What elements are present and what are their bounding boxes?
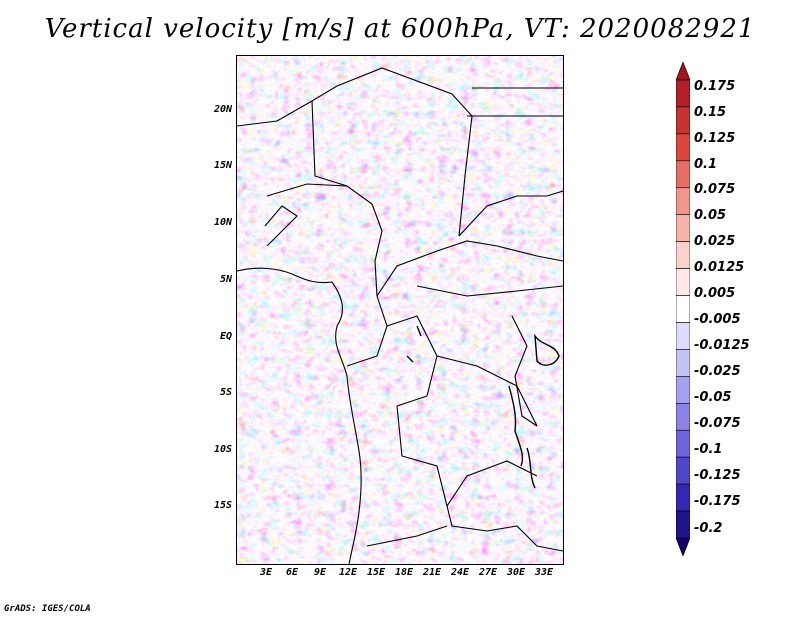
colorbar-segment xyxy=(676,62,690,81)
colorbar-segment xyxy=(676,160,690,189)
lakes xyxy=(406,325,560,489)
colorbar-label: 0.005 xyxy=(694,286,736,301)
lon-label-6e: 6E xyxy=(285,567,299,578)
colorbar-label: -0.125 xyxy=(694,468,741,483)
lon-label-33e: 33E xyxy=(534,567,554,578)
colorbar-label: -0.1 xyxy=(694,442,723,457)
colorbar-segment xyxy=(676,510,690,539)
colorbar-segment xyxy=(676,79,690,108)
lat-label-5s: 5S xyxy=(219,387,232,398)
lon-label-30e: 30E xyxy=(506,567,526,578)
colorbar-segment xyxy=(676,402,690,431)
colorbar-segment xyxy=(676,483,690,512)
colorbar-segment xyxy=(676,295,690,323)
lat-label-5n: 5N xyxy=(219,274,232,285)
colorbar-segment xyxy=(676,376,690,404)
colorbar-label: 0.075 xyxy=(694,182,736,197)
colorbar-label: 0.05 xyxy=(694,208,727,223)
lon-label-21e: 21E xyxy=(422,567,442,578)
lat-label-15s: 15S xyxy=(213,500,232,511)
lon-label-12e: 12E xyxy=(338,567,358,578)
lon-label-27e: 27E xyxy=(478,567,498,578)
field-texture xyxy=(237,56,563,564)
colorbar-label: 0.025 xyxy=(694,234,736,249)
colorbar-label: -0.025 xyxy=(694,364,741,379)
colorbar-segment xyxy=(676,349,690,377)
lat-label-eq: EQ xyxy=(219,331,232,342)
lon-label-15e: 15E xyxy=(366,567,386,578)
lat-label-15n: 15N xyxy=(213,160,232,171)
lat-label-10n: 10N xyxy=(213,217,232,228)
vertical-velocity-field xyxy=(237,56,563,564)
colorbar-segment xyxy=(676,214,690,242)
colorbar-segment xyxy=(676,133,690,162)
lat-label-20n: 20N xyxy=(213,104,232,115)
colorbar-label: 0.1 xyxy=(694,157,718,172)
colorbar-label: -0.005 xyxy=(694,312,741,327)
colorbar xyxy=(676,62,690,556)
colorbar-segment xyxy=(676,456,690,485)
colorbar-label: 0.125 xyxy=(694,131,736,146)
colorbar-segment xyxy=(676,187,690,216)
colorbar-label: -0.05 xyxy=(694,390,732,405)
colorbar-segment xyxy=(676,429,690,458)
colorbar-label: -0.075 xyxy=(694,416,741,431)
country-boundaries xyxy=(237,67,563,564)
lon-label-9e: 9E xyxy=(313,567,327,578)
lat-label-10s: 10S xyxy=(213,444,232,455)
colorbar-segment xyxy=(676,106,690,135)
lon-label-24e: 24E xyxy=(450,567,470,578)
plot-title: Vertical velocity [m/s] at 600hPa, VT: 2… xyxy=(44,14,756,44)
colorbar-label: -0.0125 xyxy=(694,338,750,353)
colorbar-label: -0.2 xyxy=(694,521,723,536)
lon-label-3e: 3E xyxy=(259,567,273,578)
credit-text: GrADS: IGES/COLA xyxy=(4,604,91,614)
colorbar-segment xyxy=(676,537,690,556)
colorbar-label: 0.175 xyxy=(694,79,736,94)
colorbar-segment xyxy=(676,268,690,296)
colorbar-segment xyxy=(676,241,690,269)
map-panel xyxy=(236,55,564,565)
colorbar-label: 0.15 xyxy=(694,105,727,120)
colorbar-label: 0.0125 xyxy=(694,260,745,275)
colorbar-segment xyxy=(676,322,690,350)
colorbar-label: -0.175 xyxy=(694,494,741,509)
lon-label-18e: 18E xyxy=(394,567,414,578)
